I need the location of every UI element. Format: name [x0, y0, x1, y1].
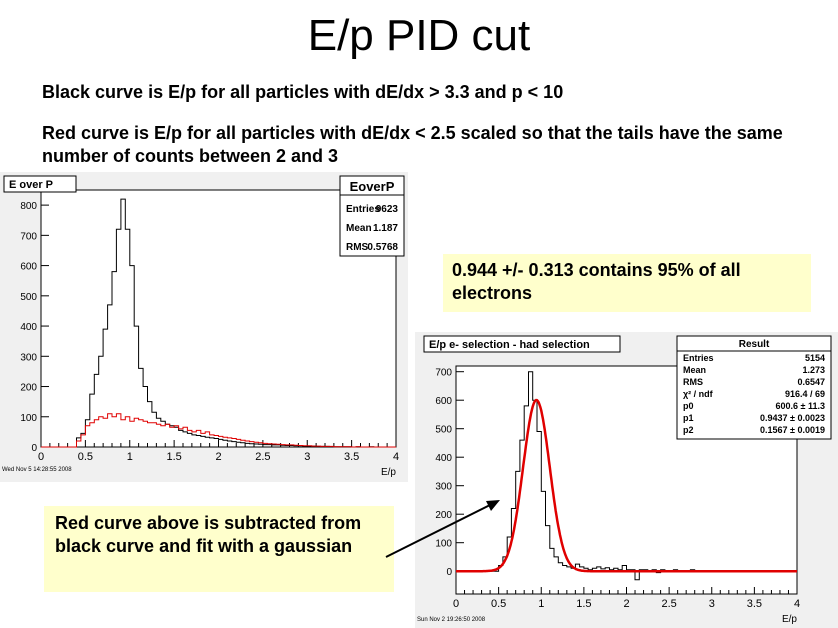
- x-tick-label: 3: [304, 451, 310, 463]
- stats-value: 0.9437 ± 0.0023: [760, 413, 825, 423]
- y-tick-label: 700: [435, 368, 452, 379]
- y-tick-label: 0: [31, 443, 37, 454]
- x-tick-label: 0.5: [491, 598, 506, 610]
- y-tick-label: 600: [20, 262, 37, 273]
- y-tick-label: 100: [20, 413, 37, 424]
- timestamp: Sun Nov 2 19:26:50 2008: [417, 617, 486, 623]
- stats-value: 0.6547: [797, 377, 825, 387]
- gaussian-fit-curve: [456, 398, 797, 573]
- x-tick-label: 2: [623, 598, 629, 610]
- stats-label: χ² / ndf: [683, 389, 714, 399]
- x-tick-label: 1.5: [576, 598, 591, 610]
- stats-value: 600.6 ± 11.3: [776, 401, 825, 411]
- note-subtraction: Red curve above is subtracted from black…: [44, 506, 394, 592]
- stats-label: RMS: [683, 377, 703, 387]
- y-tick-label: 400: [435, 453, 452, 464]
- x-tick-label: 0: [453, 598, 459, 610]
- stats-label: p1: [683, 413, 694, 423]
- bullet-black-curve: Black curve is E/p for all particles wit…: [42, 82, 564, 102]
- x-tick-label: 1: [538, 598, 544, 610]
- subtracted-histogram-chart: E/p e- selection - had selection 0 0.5 1 1.5…: [415, 332, 838, 628]
- x-tick-label: 3.5: [747, 598, 762, 610]
- stats-label: Mean: [346, 223, 372, 234]
- x-tick-label: 0.5: [78, 451, 93, 463]
- x-tick-label: 2.5: [255, 451, 270, 463]
- stats-box-title: Result: [739, 339, 770, 350]
- x-tick-label: 2.5: [661, 598, 676, 610]
- y-tick-label: 500: [435, 425, 452, 436]
- stats-value: 0.1567 ± 0.0019: [760, 425, 825, 435]
- stats-label: Entries: [683, 353, 714, 363]
- eoverp-histogram-chart: E over P 0 0.5 1 1.5 2 2.5 3 3.5 4 0 100 200 300 400 50…: [0, 172, 408, 482]
- y-tick-label: 700: [20, 231, 37, 242]
- chart-title: E/p e- selection - had selection: [429, 339, 590, 351]
- x-axis-label: E/p: [381, 467, 396, 478]
- x-tick-label: 4: [393, 451, 399, 463]
- chart-title: E over P: [9, 179, 53, 191]
- stats-label: Mean: [683, 365, 706, 375]
- stats-label: p2: [683, 425, 694, 435]
- note-cut-range: 0.944 +/- 0.313 contains 95% of all elec…: [443, 254, 811, 312]
- stats-value: 1.187: [373, 223, 398, 234]
- stats-value: 916.4 / 69: [785, 389, 825, 399]
- stats-box-title: EoverP: [350, 179, 395, 194]
- x-tick-label: 4: [794, 598, 800, 610]
- x-tick-label: 1: [127, 451, 133, 463]
- stats-label: Entries: [346, 204, 380, 215]
- y-tick-label: 600: [435, 396, 452, 407]
- stats-box: [676, 335, 832, 440]
- y-tick-label: 400: [20, 322, 37, 333]
- y-tick-label: 0: [446, 567, 452, 578]
- chart-title-box: [3, 175, 77, 193]
- stats-label: p0: [683, 401, 694, 411]
- stats-label: RMS: [346, 242, 369, 253]
- y-tick-label: 800: [20, 201, 37, 212]
- stats-value: 9623: [376, 204, 399, 215]
- chart-title-box: [423, 335, 621, 353]
- y-tick-label: 300: [435, 482, 452, 493]
- x-tick-label: 3: [709, 598, 715, 610]
- stats-box: [339, 175, 405, 257]
- y-tick-label: 200: [20, 383, 37, 394]
- bullet-red-curve: Red curve is E/p for all particles with …: [42, 123, 783, 166]
- x-axis-label: E/p: [782, 614, 797, 625]
- y-tick-label: 200: [435, 510, 452, 521]
- y-tick-label: 100: [435, 539, 452, 550]
- x-tick-label: 2: [215, 451, 221, 463]
- stats-value: 5154: [805, 353, 825, 363]
- x-tick-label: 1.5: [166, 451, 181, 463]
- plot-frame: [40, 189, 397, 448]
- timestamp: Wed Nov 5 14:28:55 2008: [2, 467, 72, 473]
- stats-value: 1.273: [802, 365, 825, 375]
- x-tick-label: 0: [38, 451, 44, 463]
- y-tick-label: 500: [20, 292, 37, 303]
- stats-value: 0.5768: [367, 242, 398, 253]
- x-tick-label: 3.5: [344, 451, 359, 463]
- histogram-series-1: [41, 413, 396, 448]
- y-tick-label: 300: [20, 352, 37, 363]
- slide-title: E/p PID cut: [307, 11, 531, 60]
